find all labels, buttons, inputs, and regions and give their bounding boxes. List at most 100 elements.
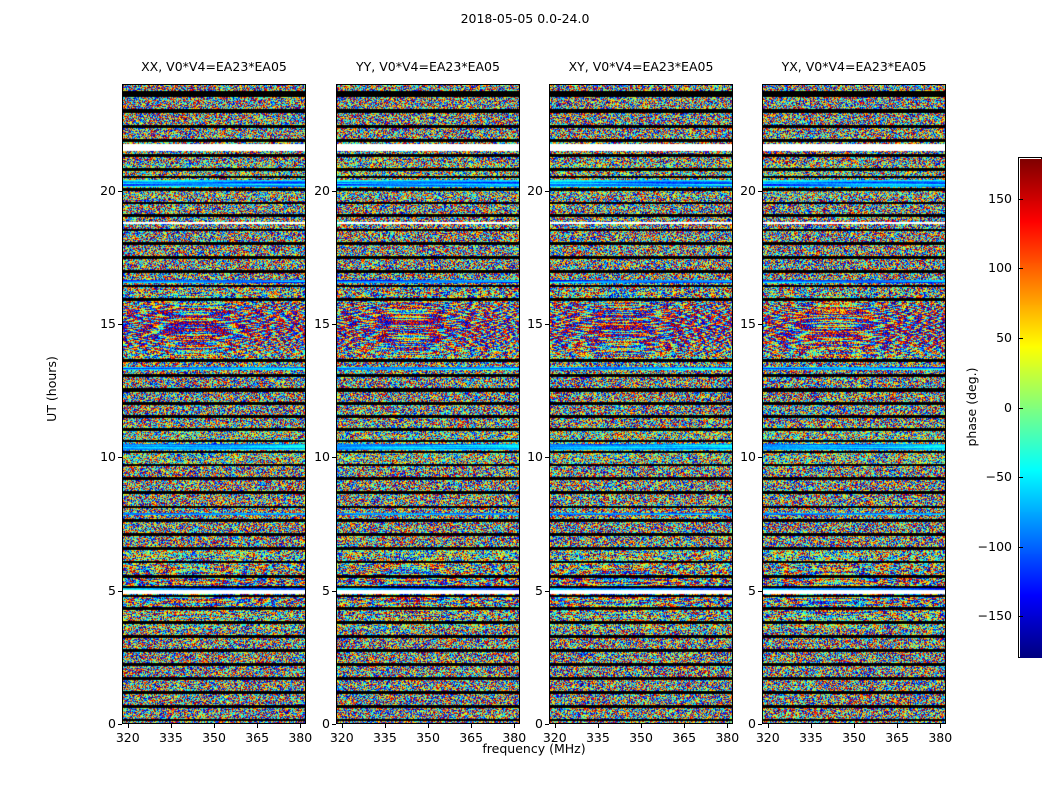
x-tick-mark [257,724,259,728]
colorbar-tick-label: 150 [988,190,1012,206]
colorbar-tick-mark [1018,477,1023,479]
x-tick-label: 380 [502,730,527,745]
x-tick-mark [597,724,599,728]
x-tick-label: 320 [755,730,780,745]
x-tick-label: 380 [715,730,740,745]
x-tick-mark [471,724,473,728]
x-tick-mark [428,724,429,728]
y-tick-mark [118,590,122,592]
x-tick-label: 365 [672,730,697,745]
y-tick-label: 20 [314,182,330,198]
y-tick-label: 0 [322,716,330,731]
y-axis-label: UT (hours) [44,356,59,422]
panel-title-xy: XY, V0*V4=EA23*EA05 [568,59,714,74]
waterfall-panel-yx[interactable] [762,84,946,724]
x-axis-label: frequency (MHz) [482,741,586,756]
colorbar-tick-label: 100 [988,260,1012,276]
waterfall-image-yy [337,85,519,723]
y-tick-mark [332,590,336,592]
y-tick-label: 10 [314,449,330,465]
y-tick-mark [758,190,762,192]
colorbar-tick-mark [1018,268,1023,270]
colorbar-tick-mark [1018,546,1023,548]
panel-title-yx: YX, V0*V4=EA23*EA05 [781,59,927,74]
y-tick-label: 20 [100,182,116,198]
y-tick-label: 5 [748,582,756,598]
waterfall-panel-xy[interactable] [549,84,733,724]
y-tick-mark [545,190,549,192]
y-tick-mark [758,724,762,725]
y-tick-label: 10 [100,449,116,465]
y-tick-label: 5 [108,582,116,598]
x-tick-label: 320 [329,730,354,745]
waterfall-panel-yy[interactable] [336,84,520,724]
x-tick-label: 380 [928,730,953,745]
y-tick-mark [332,457,336,459]
waterfall-image-xy [550,85,732,723]
waterfall-image-yx [763,85,945,723]
x-tick-label: 335 [372,730,397,745]
y-tick-mark [758,590,762,592]
x-tick-label: 380 [288,730,313,745]
y-tick-label: 10 [527,449,543,465]
colorbar-tick-label: 0 [1004,399,1012,415]
x-tick-mark [514,724,516,728]
y-tick-label: 15 [100,316,116,331]
y-tick-label: 20 [740,182,756,198]
y-tick-mark [758,457,762,459]
x-tick-label: 350 [202,730,226,745]
y-tick-mark [118,324,122,325]
y-tick-mark [545,457,549,459]
x-tick-mark [727,724,729,728]
x-tick-label: 335 [798,730,823,745]
figure-title: 2018-05-05 0.0-24.0 [460,11,590,26]
x-tick-label: 365 [885,730,910,745]
x-tick-mark [384,724,386,728]
colorbar-tick-label: −50 [985,469,1012,485]
x-tick-label: 320 [542,730,567,745]
y-tick-label: 15 [740,316,756,331]
x-tick-label: 365 [245,730,270,745]
y-tick-mark [545,590,549,592]
y-tick-mark [332,190,336,192]
x-tick-mark [127,724,129,728]
colorbar-tick-mark [1018,616,1023,618]
panel-title-yy: YY, V0*V4=EA23*EA05 [356,59,500,74]
colorbar-tick-label: −100 [977,538,1012,554]
y-tick-mark [118,190,122,192]
x-tick-mark [641,724,642,728]
x-tick-mark [170,724,172,728]
y-tick-label: 10 [740,449,756,465]
x-tick-mark [684,724,686,728]
y-tick-label: 20 [527,182,543,198]
y-tick-mark [545,324,549,325]
x-tick-label: 335 [585,730,610,745]
y-tick-mark [332,724,336,725]
y-tick-label: 5 [535,582,543,598]
colorbar-tick-label: −150 [977,608,1012,624]
x-tick-mark [854,724,855,728]
panel-title-xx: XX, V0*V4=EA23*EA05 [141,59,287,74]
y-tick-label: 5 [322,582,330,598]
y-tick-mark [545,724,549,725]
y-tick-mark [118,724,122,725]
colorbar-gradient [1020,159,1042,658]
y-tick-label: 15 [527,316,543,331]
colorbar-tick-mark [1018,407,1023,409]
waterfall-image-xx [123,85,305,723]
waterfall-panel-xx[interactable] [122,84,306,724]
y-tick-label: 0 [108,716,116,731]
x-tick-mark [810,724,812,728]
colorbar-tick-mark [1018,337,1023,339]
x-tick-mark [940,724,942,728]
x-tick-mark [214,724,215,728]
x-tick-label: 350 [416,730,440,745]
x-tick-mark [897,724,899,728]
colorbar-tick-label: 50 [996,329,1012,345]
y-tick-label: 15 [314,316,330,331]
x-tick-label: 335 [158,730,183,745]
x-tick-mark [767,724,769,728]
x-tick-label: 350 [629,730,653,745]
x-tick-label: 365 [459,730,484,745]
